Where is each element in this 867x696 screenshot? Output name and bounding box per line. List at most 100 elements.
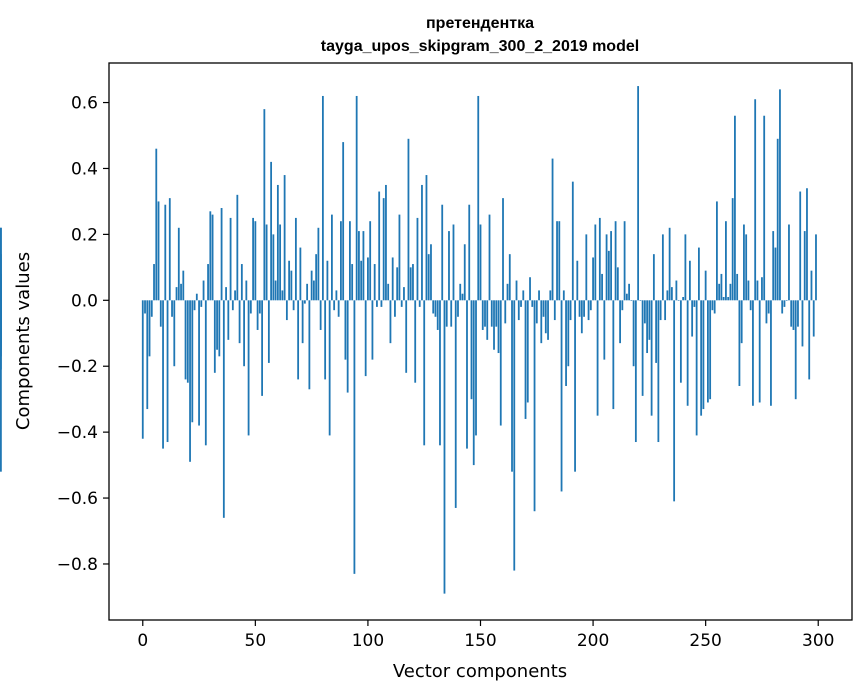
bar: [168, 198, 171, 301]
bar: [497, 300, 500, 354]
bar: [549, 290, 552, 301]
bar: [815, 234, 817, 301]
bar: [711, 300, 714, 311]
bar: [225, 287, 227, 301]
bar: [553, 300, 556, 321]
bar: [308, 300, 311, 390]
bar: [558, 221, 561, 301]
bar: [331, 214, 333, 301]
bar: [675, 280, 678, 301]
bar: [227, 300, 230, 340]
bar: [317, 227, 320, 301]
bar: [216, 300, 218, 350]
bar: [799, 191, 802, 301]
y-axis-label: Components values: [13, 252, 34, 430]
bar: [774, 247, 777, 301]
bar: [315, 254, 318, 301]
bar: [398, 214, 401, 301]
bar: [198, 300, 200, 426]
bar: [385, 184, 387, 301]
bar: [648, 300, 651, 340]
plot-frame: [108, 62, 853, 621]
bar: [513, 300, 516, 571]
bar: [504, 300, 507, 324]
bar: [414, 300, 417, 383]
bar: [743, 224, 745, 301]
bar: [806, 188, 808, 301]
bar: [272, 234, 275, 301]
bar: [290, 270, 293, 301]
bar: [243, 300, 245, 367]
bar: [508, 254, 511, 301]
bar: [535, 300, 538, 324]
bar: [698, 247, 700, 301]
bar: [794, 300, 797, 400]
bar: [704, 270, 707, 301]
bar: [207, 264, 209, 301]
bar: [387, 283, 390, 301]
bar: [0, 300, 2, 472]
bar: [337, 300, 340, 317]
bar: [265, 224, 268, 301]
bar: [263, 109, 266, 301]
bar: [686, 300, 689, 406]
bar: [664, 300, 667, 321]
bar: [475, 300, 477, 436]
bar: [351, 264, 354, 301]
bar: [155, 148, 158, 301]
y-tick-label: 0.4: [71, 159, 98, 179]
bar: [371, 300, 374, 360]
bar: [274, 280, 277, 301]
bar: [562, 290, 565, 301]
bar: [688, 260, 691, 301]
bar: [380, 300, 383, 307]
bar: [621, 300, 624, 311]
bar: [432, 300, 435, 314]
bar: [276, 184, 279, 301]
bar: [668, 227, 671, 301]
bar: [204, 300, 207, 446]
x-tick-label: 250: [689, 631, 721, 651]
bar: [470, 300, 473, 400]
bar: [173, 300, 176, 367]
bar: [788, 224, 790, 301]
bar: [544, 300, 547, 334]
bar: [229, 217, 232, 301]
x-axis-ticks: 0 50 100 150 200 250 300: [137, 620, 834, 651]
bar: [472, 300, 475, 466]
bar: [776, 138, 779, 301]
bar: [477, 95, 480, 301]
bar: [159, 300, 162, 327]
bar: [720, 273, 723, 301]
bar: [569, 300, 572, 321]
bar: [236, 194, 239, 301]
bar: [209, 211, 212, 301]
bar: [607, 250, 610, 301]
bar: [529, 277, 531, 301]
bar: [231, 300, 234, 311]
bar: [614, 221, 617, 301]
bar: [511, 300, 513, 472]
chart-title: претендентка: [426, 15, 534, 32]
bar: [725, 221, 727, 301]
y-tick-label: −0.4: [57, 423, 98, 443]
bar: [454, 300, 457, 508]
bar: [587, 300, 590, 321]
bar: [713, 300, 716, 314]
bar: [391, 257, 394, 301]
bar: [324, 300, 327, 380]
bar: [603, 300, 606, 360]
bar: [770, 300, 772, 406]
bar: [567, 300, 570, 367]
bar: [808, 300, 811, 380]
bar: [283, 175, 286, 301]
bar: [0, 273, 2, 301]
bar: [691, 300, 694, 337]
bar: [580, 300, 583, 334]
bar: [738, 300, 741, 386]
bar: [531, 300, 534, 307]
bar: [641, 300, 644, 396]
bar: [643, 300, 646, 324]
bar: [695, 300, 698, 436]
